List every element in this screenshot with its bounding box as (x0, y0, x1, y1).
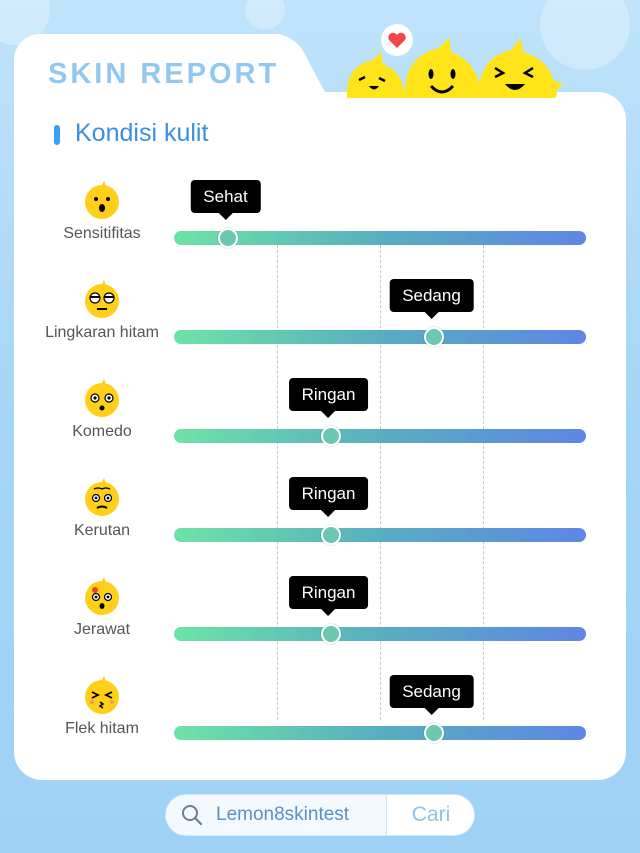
search-icon (182, 805, 203, 826)
skin-metric-row: Sensitifitas Sehat (0, 180, 640, 279)
skin-metric-row: Komedo Ringan (0, 378, 640, 477)
skin-metric-row: Flek hitam Sedang (0, 675, 640, 774)
surprised-face-icon (85, 181, 119, 219)
skin-metric-row: Jerawat Ringan (0, 576, 640, 675)
bg-bubble (540, 0, 630, 70)
level-tooltip: Ringan (288, 477, 369, 517)
metric-label: Kerutan (73, 522, 131, 539)
metric-slider-track (174, 528, 586, 542)
metric-slider-knob (320, 624, 341, 644)
lemon-mascots (346, 24, 563, 98)
metric-label: Komedo (72, 423, 132, 440)
report-title: SKIN REPORT (48, 58, 280, 90)
metric-slider-knob (423, 327, 444, 347)
worried-face-icon (85, 379, 119, 417)
metric-label: Jerawat (73, 621, 131, 638)
scale-gridline (483, 235, 484, 720)
skin-metric-row: Lingkaran hitam Sedang (0, 279, 640, 378)
bg-bubble (245, 0, 285, 30)
search-input[interactable]: Lemon8skintest (216, 804, 350, 825)
search-bar: Lemon8skintest Cari (165, 794, 475, 836)
pimple-face-icon (85, 577, 119, 615)
wrinkled-face-icon (85, 478, 119, 516)
lemon-right-icon (478, 38, 563, 98)
metric-slider-track (174, 627, 586, 641)
metric-slider-knob (423, 723, 444, 743)
level-tooltip: Sedang (389, 675, 474, 715)
level-tooltip: Sehat (190, 180, 261, 220)
skin-metric-row: Kerutan Ringan (0, 477, 640, 576)
metric-slider-track (174, 330, 586, 344)
metric-slider-knob (217, 228, 238, 248)
lemon-left-icon (346, 52, 405, 98)
level-tooltip: Ringan (288, 576, 369, 616)
section-marker (54, 125, 60, 145)
metric-label: Flek hitam (65, 720, 139, 737)
blush-face-icon (85, 676, 119, 714)
metric-label: Lingkaran hitam (45, 324, 159, 341)
metric-slider-knob (320, 426, 341, 446)
search-button[interactable]: Cari (411, 803, 451, 826)
metric-slider-track (174, 231, 586, 245)
level-tooltip: Sedang (389, 279, 474, 319)
section-title: Kondisi kulit (75, 119, 209, 147)
scale-gridline (380, 235, 381, 720)
metric-slider-track (174, 726, 586, 740)
metric-slider-track (174, 429, 586, 443)
heart-icon (381, 24, 413, 56)
metric-slider-knob (320, 525, 341, 545)
search-field[interactable]: Lemon8skintest (166, 795, 387, 835)
tired-face-icon (85, 280, 119, 318)
scale-gridline (277, 235, 278, 720)
metric-label: Sensitifitas (63, 225, 141, 242)
lemon-middle-icon (404, 38, 481, 98)
level-tooltip: Ringan (288, 378, 369, 418)
